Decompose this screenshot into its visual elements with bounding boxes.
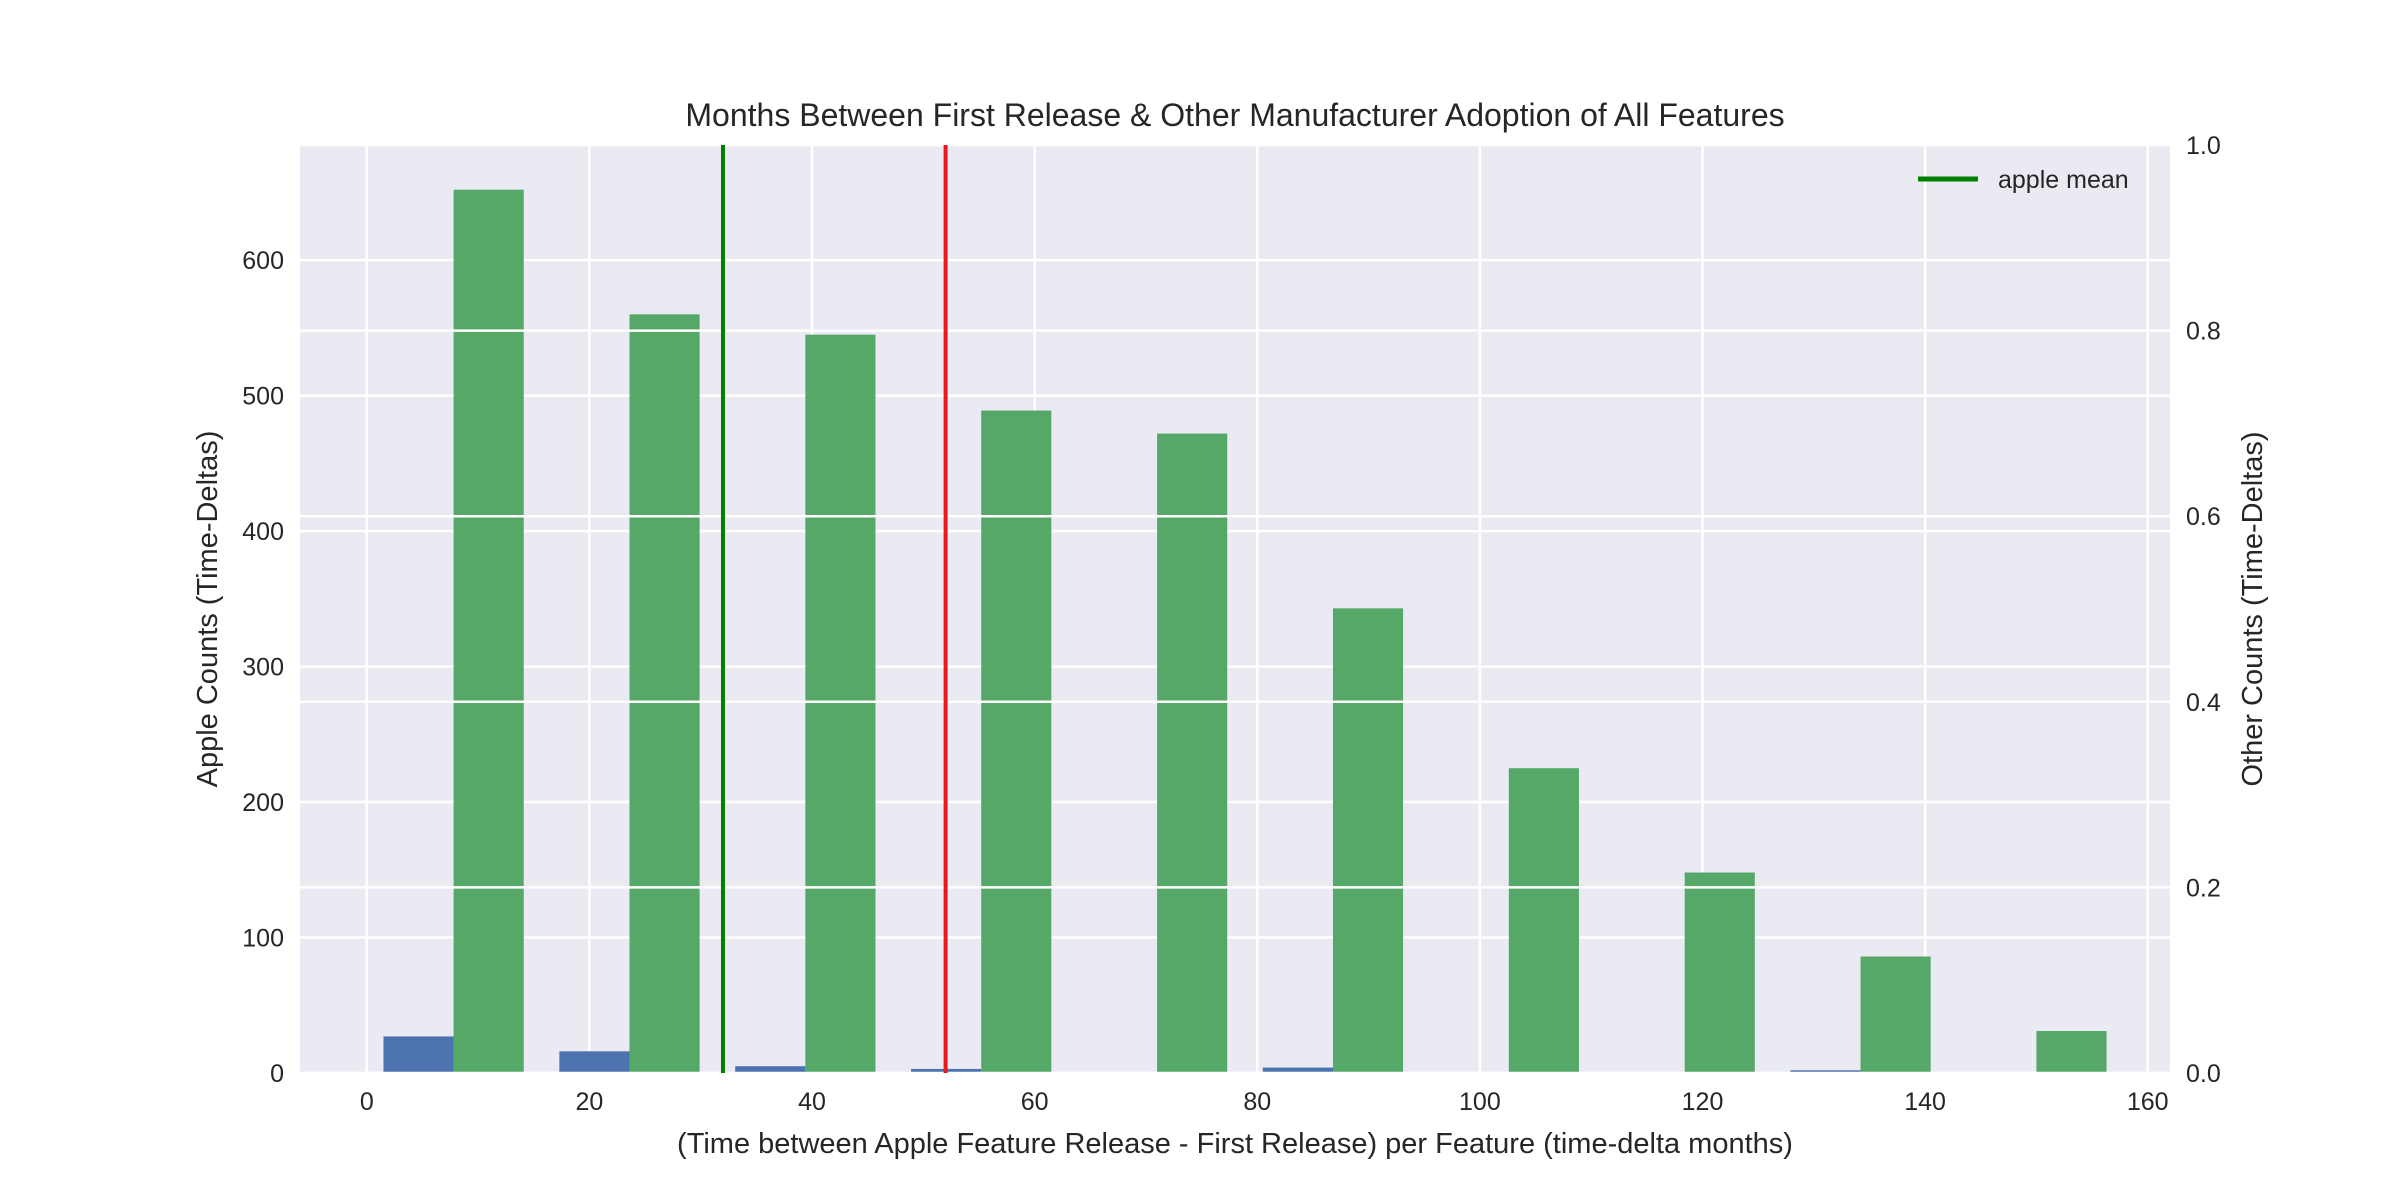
y-tick-label: 100 [242,925,284,953]
y2-tick-label: 0.8 [2186,318,2221,346]
x-tick-label: 120 [1682,1088,1724,1116]
x-tick-label: 40 [798,1088,826,1116]
bar-series-2 [453,189,524,1074]
y-axis-title: Apple Counts (Time-Deltas) [192,431,224,788]
x-tick-label: 60 [1021,1088,1049,1116]
y2-axis-ticks: 0.0 0.2 0.4 0.6 0.8 1.0 [2186,132,2221,1088]
reference-lines [300,143,2170,1075]
x-tick-label: 20 [575,1088,603,1116]
bar-series-1 [559,1051,630,1073]
legend-label-apple-mean: apple mean [1998,166,2129,194]
bar-series-2 [1684,872,1755,1073]
y2-tick-label: 0.6 [2186,503,2221,531]
y-axis-ticks: 0 100 200 300 400 500 600 [242,247,284,1088]
x-tick-label: 0 [360,1088,374,1116]
x-axis-ticks: 0 20 40 60 80 100 120 140 160 [360,1088,2169,1116]
bar-series-2 [805,334,876,1073]
x-tick-label: 160 [2127,1088,2169,1116]
bar-series-2 [1508,768,1579,1073]
y2-tick-label: 0.4 [2186,689,2221,717]
x-tick-label: 80 [1243,1088,1271,1116]
y-tick-label: 300 [242,654,284,682]
bar-series-2 [981,410,1052,1074]
chart-title: Months Between First Release & Other Man… [685,97,1784,133]
y-tick-label: 200 [242,789,284,817]
bars [383,189,2107,1074]
legend: apple mean [1918,166,2129,194]
bar-series-1 [1790,1070,1861,1073]
x-axis-title: (Time between Apple Feature Release - Fi… [677,1128,1793,1160]
y-tick-label: 500 [242,383,284,411]
y2-axis-title: Other Counts (Time-Deltas) [2237,431,2269,786]
x-tick-label: 100 [1459,1088,1501,1116]
x-tick-label: 140 [1904,1088,1946,1116]
y2-tick-label: 0.2 [2186,874,2221,902]
y-tick-label: 400 [242,518,284,546]
bar-series-2 [1860,956,1931,1073]
bar-series-1 [1262,1067,1333,1073]
bar-series-2 [1157,433,1228,1074]
y2-tick-label: 1.0 [2186,132,2221,160]
y-tick-label: 600 [242,247,284,275]
bar-series-2 [629,314,700,1073]
plot-area [300,145,2170,1073]
y2-tick-label: 0.0 [2186,1060,2221,1088]
bar-series-2 [1332,608,1404,1073]
bar-series-1 [735,1066,806,1073]
y-tick-label: 0 [270,1060,284,1088]
bar-series-1 [383,1036,454,1073]
bar-series-2 [2036,1031,2107,1073]
